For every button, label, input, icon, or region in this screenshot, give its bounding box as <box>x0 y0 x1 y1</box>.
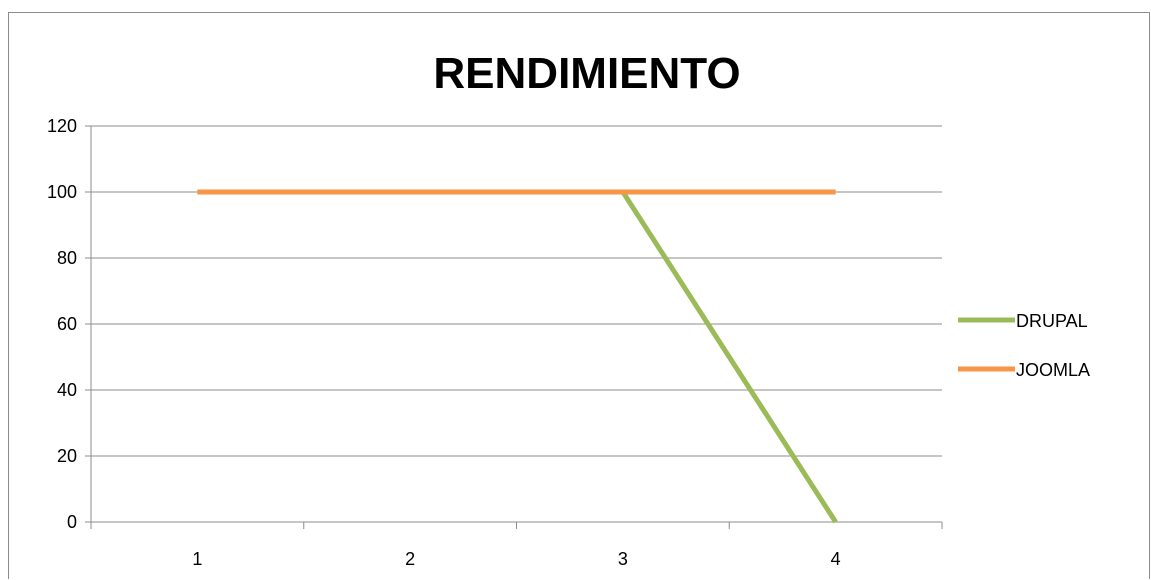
legend: DRUPAL JOOMLA <box>958 311 1090 380</box>
axes <box>90 126 943 529</box>
y-tick-label: 100 <box>47 182 77 202</box>
x-tick-label: 1 <box>192 549 202 569</box>
series-line-drupal <box>197 189 838 524</box>
y-tick-label: 80 <box>57 248 77 268</box>
chart-title: RENDIMIENTO <box>433 49 740 98</box>
x-tick-label: 2 <box>405 549 415 569</box>
y-tick-label: 60 <box>57 314 77 334</box>
y-tick-label: 20 <box>57 446 77 466</box>
x-axis-tick-labels: 1 2 3 4 <box>192 549 840 569</box>
x-tick-label: 3 <box>618 549 628 569</box>
chart-frame <box>8 12 1150 579</box>
legend-label-joomla: JOOMLA <box>1016 360 1090 380</box>
x-tick-label: 4 <box>831 549 841 569</box>
gridlines <box>85 125 942 523</box>
series-lines <box>197 189 838 524</box>
y-axis-tick-labels: 0 20 40 60 80 100 120 <box>47 116 77 532</box>
y-tick-label: 0 <box>67 512 77 532</box>
y-tick-label: 120 <box>47 116 77 136</box>
y-tick-label: 40 <box>57 380 77 400</box>
legend-label-drupal: DRUPAL <box>1016 311 1088 331</box>
